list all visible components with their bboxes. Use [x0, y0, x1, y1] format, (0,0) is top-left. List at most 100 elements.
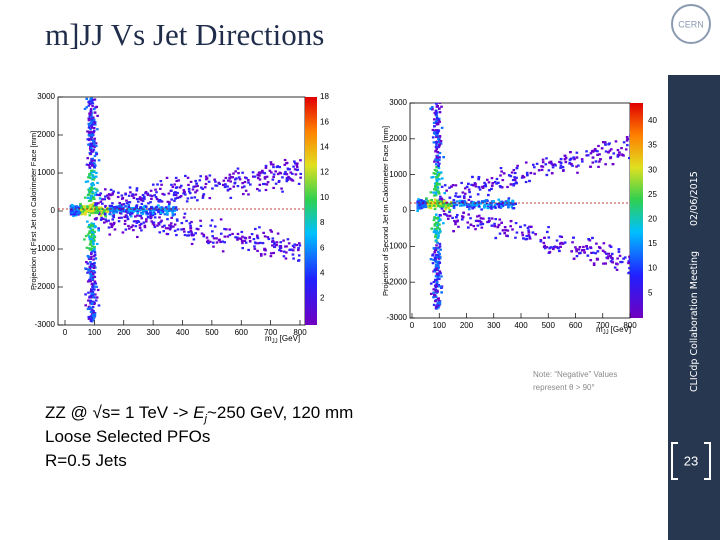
density-cell — [157, 223, 161, 226]
density-cell — [128, 208, 131, 211]
density-cell — [551, 163, 555, 166]
density-cell — [91, 249, 94, 253]
y-tick-label: 2000 — [37, 130, 55, 139]
density-cell — [182, 216, 186, 219]
density-cell — [606, 257, 610, 260]
density-cell — [472, 202, 476, 205]
density-cell — [89, 144, 93, 147]
density-cell — [232, 185, 236, 188]
density-cell — [253, 175, 257, 178]
density-cell — [93, 280, 97, 283]
density-cell — [91, 191, 94, 194]
density-cell — [175, 233, 178, 237]
density-cell — [551, 166, 555, 169]
density-cell — [599, 158, 602, 161]
density-cell — [219, 232, 223, 235]
density-cell — [563, 154, 567, 157]
density-cell — [92, 240, 95, 243]
density-cell — [467, 208, 471, 211]
density-cell — [91, 311, 95, 315]
density-cell — [495, 177, 499, 181]
density-cell — [94, 191, 98, 194]
density-cell — [591, 236, 594, 240]
density-cell — [491, 200, 495, 203]
density-cell — [462, 211, 465, 214]
density-cell — [154, 188, 157, 191]
density-cell — [244, 237, 248, 240]
density-cell — [90, 183, 93, 186]
density-cell — [487, 181, 491, 184]
density-cell — [512, 168, 516, 172]
density-cell — [254, 227, 257, 231]
density-cell — [158, 210, 162, 214]
density-cell — [91, 231, 94, 234]
density-cell — [437, 117, 441, 120]
density-cell — [90, 294, 93, 297]
density-cell — [522, 237, 525, 240]
density-cell — [582, 248, 586, 252]
density-cell — [117, 209, 120, 212]
density-cell — [161, 192, 165, 196]
density-cell — [504, 203, 508, 206]
density-cell — [293, 160, 296, 163]
density-cell — [439, 218, 442, 221]
density-cell — [122, 203, 126, 206]
density-cell — [87, 299, 90, 302]
density-cell — [212, 245, 215, 248]
density-cell — [575, 254, 579, 258]
density-cell — [183, 230, 186, 233]
density-cell — [288, 177, 292, 180]
density-cell — [72, 210, 75, 213]
density-cell — [269, 161, 273, 164]
density-cell — [153, 212, 157, 216]
density-cell — [513, 171, 517, 175]
density-cell — [131, 193, 134, 196]
density-cell — [434, 232, 438, 235]
density-cell — [577, 248, 581, 251]
density-cell — [437, 158, 441, 162]
density-cell — [93, 187, 96, 190]
density-cell — [506, 185, 509, 189]
density-cell — [535, 162, 539, 165]
density-cell — [572, 156, 576, 159]
density-cell — [526, 174, 529, 177]
density-cell — [92, 126, 96, 130]
density-cell — [455, 200, 459, 203]
density-cell — [592, 262, 596, 265]
density-cell — [450, 200, 453, 204]
density-cell — [81, 206, 85, 209]
density-cell — [249, 183, 252, 186]
density-cell — [258, 226, 261, 229]
density-cell — [622, 154, 625, 157]
density-cell — [544, 163, 548, 166]
density-cell — [190, 233, 194, 236]
density-cell — [483, 203, 487, 206]
density-cell — [497, 204, 501, 208]
density-cell — [509, 225, 512, 228]
density-cell — [236, 232, 240, 236]
density-cell — [575, 248, 578, 251]
density-cell — [112, 212, 116, 215]
density-cell — [129, 213, 132, 216]
density-cell — [143, 224, 147, 227]
density-cell — [438, 230, 442, 233]
density-cell — [88, 207, 92, 210]
density-cell — [88, 238, 92, 241]
density-cell — [477, 205, 481, 208]
density-cell — [74, 212, 77, 215]
density-cell — [119, 210, 123, 213]
density-cell — [490, 224, 494, 227]
density-cell — [435, 121, 438, 124]
density-cell — [88, 267, 92, 270]
density-cell — [418, 207, 421, 210]
density-cell — [131, 224, 135, 227]
density-cell — [157, 204, 160, 207]
density-cell — [104, 195, 107, 198]
density-cell — [140, 199, 143, 202]
density-cell — [207, 241, 210, 245]
density-cell — [286, 167, 290, 170]
density-cell — [94, 204, 97, 207]
density-cell — [90, 120, 93, 123]
density-cell — [453, 219, 456, 223]
density-cell — [432, 247, 436, 250]
